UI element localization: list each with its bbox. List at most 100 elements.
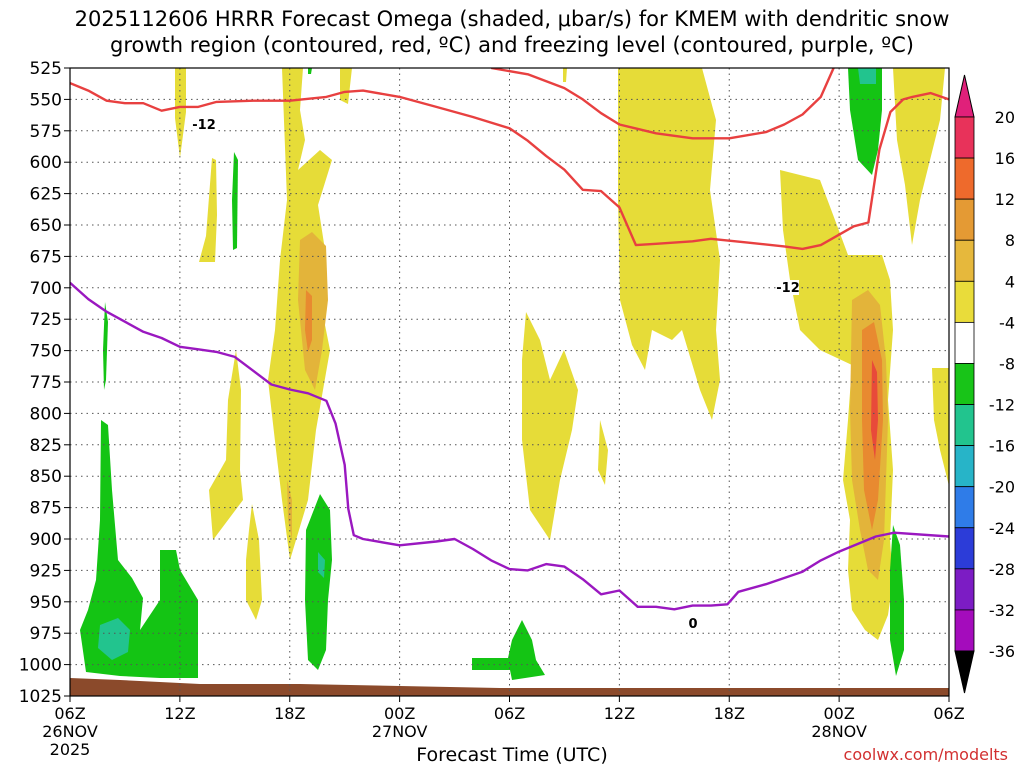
omega-shading-green bbox=[103, 302, 108, 390]
omega-shading-yellow bbox=[522, 312, 578, 540]
y-tick-label: 600 bbox=[30, 153, 62, 173]
colorbar-segment bbox=[954, 527, 975, 570]
omega-shading-yellow bbox=[563, 68, 567, 82]
omega-shading-yellow bbox=[598, 420, 608, 485]
y-tick-label: 625 bbox=[30, 185, 62, 205]
y-tick-label: 700 bbox=[30, 279, 62, 299]
chart-title: 2025112606 HRRR Forecast Omega (shaded, … bbox=[0, 6, 1024, 58]
contour-line bbox=[70, 81, 949, 251]
omega-shading-red-core bbox=[871, 360, 878, 460]
colorbar-label: 16 bbox=[995, 149, 1015, 168]
colorbar-label: 4 bbox=[1005, 272, 1015, 291]
colorbar-label: -4 bbox=[999, 313, 1015, 332]
x-tick-date-label: 26NOV bbox=[42, 722, 98, 741]
colorbar-bottom-arrow bbox=[954, 650, 975, 694]
contour-label-bg bbox=[193, 117, 215, 132]
omega-shading-orange bbox=[287, 480, 292, 540]
omega-shading-green bbox=[848, 68, 882, 175]
dgz-contour-label: -12 bbox=[192, 118, 216, 133]
terrain-band bbox=[70, 678, 949, 696]
colorbar-label: -16 bbox=[989, 437, 1015, 456]
contour-line bbox=[490, 68, 835, 140]
colorbar-label: -36 bbox=[989, 642, 1015, 661]
omega-shading-green bbox=[80, 420, 198, 678]
y-tick-label: 725 bbox=[30, 310, 62, 330]
x-tick-label: 12Z bbox=[604, 704, 635, 723]
omega-shading-green bbox=[305, 494, 332, 670]
colorbar-label: 20 bbox=[995, 108, 1015, 127]
y-tick-label: 775 bbox=[30, 373, 62, 393]
colorbar-segment bbox=[954, 363, 975, 405]
omega-shading-green bbox=[232, 152, 238, 250]
y-tick-label: 675 bbox=[30, 247, 62, 267]
y-tick-label: 900 bbox=[30, 530, 62, 550]
x-tick-label: 06Z bbox=[54, 704, 85, 723]
x-tick-label: 18Z bbox=[274, 704, 305, 723]
omega-shading-yellow bbox=[932, 368, 949, 486]
omega-shading-yellow bbox=[175, 68, 186, 158]
x-tick-label: 00Z bbox=[384, 704, 415, 723]
colorbar-label: 8 bbox=[1005, 231, 1015, 250]
contour-line bbox=[70, 281, 949, 611]
contour-label-bg bbox=[687, 616, 699, 631]
x-axis-label: Forecast Time (UTC) bbox=[416, 744, 608, 766]
colorbar-segment bbox=[954, 116, 975, 159]
x-tick-year-label: 2025 bbox=[50, 740, 91, 759]
x-tick-label: 00Z bbox=[823, 704, 854, 723]
y-axis: 525 550 575 600 625 650 675 700 725 750 775 800 825 8… bbox=[19, 59, 70, 707]
colorbar-segment bbox=[954, 321, 975, 364]
colorbar-segment bbox=[954, 157, 975, 200]
contour-labels: -12 -12 0 bbox=[192, 117, 800, 632]
colorbar-label: -20 bbox=[989, 478, 1015, 497]
colorbar-top-arrow bbox=[954, 74, 975, 118]
x-tick-date-label: 27NOV bbox=[372, 722, 428, 741]
colorbar-label: -28 bbox=[989, 560, 1015, 579]
colorbar: 20 16 12 8 4 -4 -8 -12 -16 -20 -24 -28 -32 -36 bbox=[954, 74, 1015, 694]
colorbar-segment bbox=[954, 486, 975, 529]
colorbar-segment bbox=[954, 404, 975, 447]
omega-shading-yellow bbox=[340, 68, 352, 104]
y-tick-label: 550 bbox=[30, 90, 62, 110]
contour-lines bbox=[70, 68, 949, 611]
x-tick-date-label: 28NOV bbox=[811, 722, 867, 741]
y-tick-label: 1000 bbox=[19, 656, 62, 676]
x-tick-label: 06Z bbox=[933, 704, 964, 723]
y-tick-label: 925 bbox=[30, 561, 62, 581]
colorbar-segment bbox=[954, 280, 975, 323]
colorbar-segment bbox=[954, 568, 975, 611]
colorbar-label: -32 bbox=[989, 601, 1015, 620]
dgz-contour-label: -12 bbox=[776, 281, 800, 296]
colorbar-segment bbox=[954, 609, 975, 652]
y-tick-label: 950 bbox=[30, 593, 62, 613]
freezing-level-contour-label: 0 bbox=[688, 617, 697, 632]
credit-text: coolwx.com/modelts bbox=[843, 745, 1008, 764]
omega-shading-orange bbox=[298, 232, 328, 390]
y-tick-label: 875 bbox=[30, 499, 62, 519]
colorbar-segment bbox=[954, 198, 975, 241]
y-tick-label: 800 bbox=[30, 404, 62, 424]
colorbar-label: -24 bbox=[989, 519, 1015, 538]
y-tick-label: 525 bbox=[30, 59, 62, 79]
colorbar-label: 12 bbox=[995, 190, 1015, 209]
omega-shading-green bbox=[890, 525, 904, 676]
colorbar-label: -12 bbox=[989, 396, 1015, 415]
y-tick-label: 750 bbox=[30, 342, 62, 362]
omega-shading-yellow bbox=[893, 68, 945, 245]
omega-shading-yellow bbox=[199, 158, 217, 262]
omega-shading-teal bbox=[98, 618, 130, 660]
omega-shading-teal bbox=[858, 68, 876, 84]
omega-shading-orange-core bbox=[305, 290, 312, 352]
omega-shading-yellow bbox=[246, 504, 262, 620]
x-tick-label: 12Z bbox=[164, 704, 195, 723]
y-tick-label: 975 bbox=[30, 624, 62, 644]
omega-shading-yellow bbox=[209, 350, 243, 540]
y-tick-label: 825 bbox=[30, 436, 62, 456]
colorbar-label: -8 bbox=[999, 354, 1015, 373]
contour-label-bg bbox=[777, 280, 799, 295]
colorbar-segment bbox=[954, 445, 975, 488]
chart-title-line2: growth region (contoured, red, ºC) and f… bbox=[110, 33, 914, 57]
y-tick-label: 575 bbox=[30, 122, 62, 142]
y-tick-label: 850 bbox=[30, 467, 62, 487]
